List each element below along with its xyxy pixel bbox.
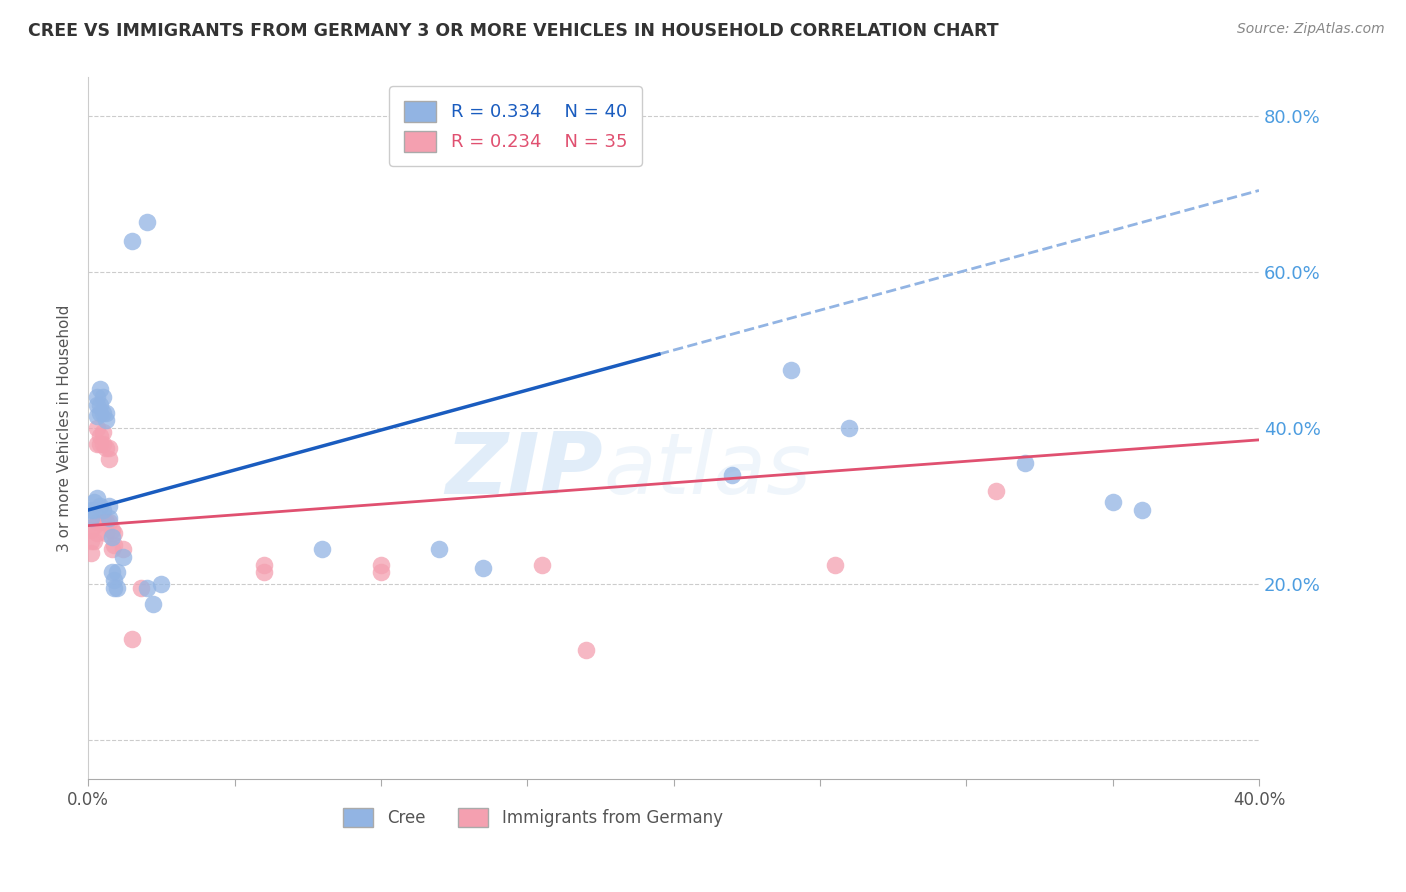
Point — [103, 573, 125, 587]
Point — [1130, 503, 1153, 517]
Point — [86, 390, 108, 404]
Point — [80, 511, 103, 525]
Point — [530, 558, 553, 572]
Point — [141, 597, 163, 611]
Point — [112, 541, 135, 556]
Point — [103, 538, 125, 552]
Point — [103, 526, 125, 541]
Point — [86, 436, 108, 450]
Point — [83, 495, 105, 509]
Point — [97, 515, 120, 529]
Point — [86, 491, 108, 506]
Point — [89, 382, 111, 396]
Point — [83, 503, 105, 517]
Point — [97, 441, 120, 455]
Point — [121, 632, 143, 646]
Point — [779, 362, 801, 376]
Point — [1101, 495, 1123, 509]
Point — [89, 499, 111, 513]
Point — [370, 566, 392, 580]
Point — [311, 541, 333, 556]
Point — [94, 526, 117, 541]
Point — [94, 406, 117, 420]
Point — [86, 515, 108, 529]
Point — [91, 425, 114, 439]
Point — [135, 214, 157, 228]
Point — [80, 546, 103, 560]
Point — [100, 523, 122, 537]
Point — [91, 406, 114, 420]
Point — [86, 526, 108, 541]
Point — [94, 413, 117, 427]
Point — [838, 421, 860, 435]
Point — [86, 409, 108, 424]
Text: Source: ZipAtlas.com: Source: ZipAtlas.com — [1237, 22, 1385, 37]
Point — [89, 436, 111, 450]
Point — [107, 581, 129, 595]
Point — [150, 577, 173, 591]
Text: atlas: atlas — [603, 429, 811, 512]
Point — [80, 534, 103, 549]
Point — [80, 523, 103, 537]
Point — [97, 511, 120, 525]
Point — [91, 515, 114, 529]
Point — [89, 406, 111, 420]
Point — [97, 452, 120, 467]
Point — [253, 558, 276, 572]
Point — [100, 530, 122, 544]
Point — [112, 549, 135, 564]
Point — [575, 643, 598, 657]
Point — [1014, 456, 1036, 470]
Point — [984, 483, 1007, 498]
Point — [129, 581, 152, 595]
Point — [100, 566, 122, 580]
Point — [91, 436, 114, 450]
Point — [429, 541, 451, 556]
Point — [86, 421, 108, 435]
Point — [721, 467, 744, 482]
Point — [91, 390, 114, 404]
Point — [253, 566, 276, 580]
Point — [370, 558, 392, 572]
Text: CREE VS IMMIGRANTS FROM GERMANY 3 OR MORE VEHICLES IN HOUSEHOLD CORRELATION CHAR: CREE VS IMMIGRANTS FROM GERMANY 3 OR MOR… — [28, 22, 998, 40]
Point — [121, 234, 143, 248]
Text: ZIP: ZIP — [446, 429, 603, 512]
Point — [91, 503, 114, 517]
Y-axis label: 3 or more Vehicles in Household: 3 or more Vehicles in Household — [58, 304, 72, 552]
Point — [94, 441, 117, 455]
Point — [824, 558, 846, 572]
Point — [89, 398, 111, 412]
Legend: Cree, Immigrants from Germany: Cree, Immigrants from Germany — [336, 801, 730, 834]
Point — [100, 541, 122, 556]
Point — [135, 581, 157, 595]
Point — [80, 503, 103, 517]
Point — [83, 518, 105, 533]
Point — [83, 534, 105, 549]
Point — [94, 515, 117, 529]
Point — [107, 566, 129, 580]
Point — [86, 398, 108, 412]
Point — [89, 429, 111, 443]
Point — [472, 561, 495, 575]
Point — [103, 581, 125, 595]
Point — [97, 499, 120, 513]
